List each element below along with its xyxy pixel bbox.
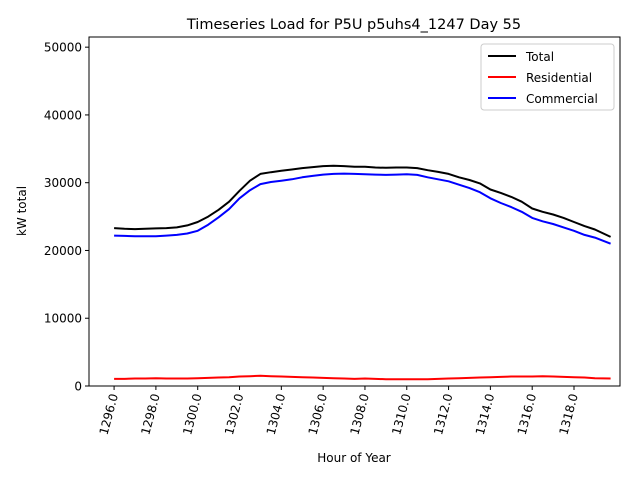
x-tick-label: 1314.0 (473, 392, 497, 436)
series-line-residential (114, 374, 611, 381)
x-tick-label: 1318.0 (557, 392, 581, 436)
x-tick-label: 1304.0 (264, 392, 288, 436)
x-tick-label: 1298.0 (138, 392, 162, 436)
y-tick-label: 30000 (44, 176, 82, 190)
y-tick-label: 20000 (44, 244, 82, 258)
series-line-total (114, 164, 612, 238)
y-tick-label: 50000 (44, 41, 82, 55)
y-tick-label: 40000 (44, 108, 82, 122)
x-axis: 1296.0 1298.0 1300.0 1302.0 1304.0 1306.0 1308… (97, 386, 581, 436)
legend: Total Residential Commercial (480, 43, 615, 111)
x-tick-label: 1302.0 (222, 392, 246, 436)
legend-label-commercial: Commercial (526, 92, 598, 106)
plot-area (114, 164, 612, 381)
series-line-commercial (114, 172, 611, 245)
y-axis: 0 10000 20000 30000 40000 50000 (44, 41, 89, 394)
x-tick-label: 1306.0 (306, 392, 330, 436)
x-tick-label: 1308.0 (348, 392, 372, 436)
x-tick-label: 1296.0 (97, 392, 121, 436)
legend-label-residential: Residential (526, 71, 592, 85)
x-tick-label: 1300.0 (180, 392, 204, 436)
x-tick-label: 1310.0 (389, 392, 413, 436)
plot-frame (88, 36, 621, 387)
y-tick-label: 10000 (44, 312, 82, 326)
legend-label-total: Total (525, 50, 554, 64)
legend-box (480, 43, 615, 111)
y-tick-label: 0 (74, 380, 82, 394)
x-tick-label: 1312.0 (431, 392, 455, 436)
x-tick-label: 1316.0 (515, 392, 539, 436)
x-axis-label: Hour of Year (317, 451, 391, 465)
y-axis-label: kW total (15, 186, 29, 236)
chart-title: Timeseries Load for P5U p5uhs4_1247 Day … (186, 17, 521, 33)
